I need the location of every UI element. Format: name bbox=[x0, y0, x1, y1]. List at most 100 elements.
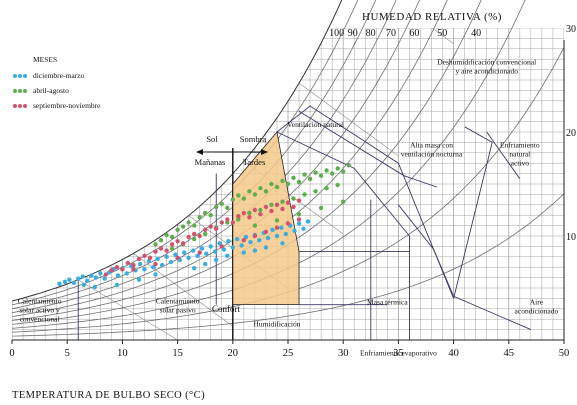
x-tick-label: 50 bbox=[559, 348, 570, 359]
point-diciembre-marzo bbox=[230, 245, 235, 250]
point-septiembre-noviembre bbox=[186, 234, 191, 240]
point-septiembre-noviembre bbox=[252, 207, 258, 213]
legend-marker-diciembre-marzo bbox=[13, 74, 17, 78]
point-diciembre-marzo bbox=[203, 261, 208, 267]
point-diciembre-marzo bbox=[235, 236, 240, 242]
y-tick-label: 30 bbox=[566, 24, 576, 35]
zone-label-calentamiento-solar-pasivo: Calentamiento solar pasivo bbox=[156, 297, 200, 315]
point-septiembre-noviembre bbox=[197, 250, 202, 255]
y-tick-label: 10 bbox=[566, 232, 576, 243]
point-septiembre-noviembre bbox=[109, 268, 114, 273]
comfort-zone-label: Confort bbox=[212, 304, 240, 314]
point-diciembre-marzo bbox=[226, 239, 231, 244]
point-septiembre-noviembre bbox=[136, 256, 142, 262]
point-abril-agosto bbox=[192, 223, 197, 228]
point-diciembre-marzo bbox=[102, 276, 107, 281]
point-septiembre-noviembre bbox=[274, 202, 280, 207]
point-diciembre-marzo bbox=[115, 273, 121, 278]
point-diciembre-marzo bbox=[71, 280, 77, 285]
rh-label: 90 bbox=[348, 28, 358, 39]
point-diciembre-marzo bbox=[208, 244, 213, 249]
x-tick-label: 30 bbox=[338, 348, 349, 359]
point-diciembre-marzo bbox=[301, 226, 306, 231]
point-diciembre-marzo bbox=[81, 282, 87, 288]
mornings-label: Mañanas bbox=[195, 157, 226, 167]
point-abril-agosto bbox=[341, 169, 346, 174]
rh-label: 100 bbox=[329, 28, 344, 39]
point-diciembre-marzo bbox=[98, 271, 103, 276]
point-abril-agosto bbox=[285, 181, 291, 187]
point-abril-agosto bbox=[263, 189, 269, 194]
point-abril-agosto bbox=[203, 231, 208, 237]
x-axis-title: TEMPERATURA DE BULBO SECO (°C) bbox=[12, 390, 205, 401]
point-septiembre-noviembre bbox=[147, 255, 153, 260]
point-diciembre-marzo bbox=[192, 266, 197, 271]
point-septiembre-noviembre bbox=[258, 212, 263, 217]
zone-label-enfriamiento-evaporativo: Enfriamiento evaporativo bbox=[360, 349, 437, 358]
point-abril-agosto bbox=[346, 163, 351, 168]
point-septiembre-noviembre bbox=[103, 272, 109, 277]
zone-boundary bbox=[276, 105, 455, 299]
point-septiembre-noviembre bbox=[252, 233, 258, 239]
rh-label: 40 bbox=[471, 28, 481, 39]
point-septiembre-noviembre bbox=[192, 231, 197, 237]
point-diciembre-marzo bbox=[274, 233, 280, 239]
point-abril-agosto bbox=[296, 179, 302, 185]
x-tick-label: 20 bbox=[228, 348, 239, 359]
rh-label: 70 bbox=[386, 28, 396, 39]
point-abril-agosto bbox=[252, 223, 258, 228]
sun-arrow-head bbox=[196, 149, 203, 155]
zone-boundary bbox=[398, 204, 532, 331]
point-diciembre-marzo bbox=[93, 275, 99, 280]
point-diciembre-marzo bbox=[280, 241, 285, 246]
point-diciembre-marzo bbox=[76, 276, 81, 281]
point-abril-agosto bbox=[192, 236, 197, 242]
point-diciembre-marzo bbox=[153, 272, 158, 277]
shade-arrow-head bbox=[261, 149, 268, 155]
x-tick-label: 5 bbox=[65, 348, 70, 359]
rh-curve-80 bbox=[11, 0, 377, 310]
x-tick-label: 10 bbox=[117, 348, 128, 359]
point-abril-agosto bbox=[169, 234, 175, 240]
point-septiembre-noviembre bbox=[214, 226, 219, 231]
rh-label: 50 bbox=[437, 28, 447, 39]
point-diciembre-marzo bbox=[164, 254, 169, 259]
sun-shade-indicator: Sol Sombra Mañanas Tardes bbox=[195, 134, 268, 167]
point-diciembre-marzo bbox=[151, 265, 156, 270]
point-diciembre-marzo bbox=[62, 279, 68, 284]
point-septiembre-noviembre bbox=[247, 215, 252, 220]
point-abril-agosto bbox=[313, 170, 318, 175]
point-abril-agosto bbox=[169, 246, 175, 251]
chart-axes: 100 90 80 70 60 50 40 0 5 10 15 20 25 30 35 40 45 50 10 20 3… bbox=[9, 24, 576, 359]
point-septiembre-noviembre bbox=[208, 224, 213, 229]
point-septiembre-noviembre bbox=[291, 204, 296, 210]
point-diciembre-marzo bbox=[305, 219, 311, 224]
rh-curve-10 bbox=[11, 193, 565, 337]
point-septiembre-noviembre bbox=[120, 267, 125, 272]
top-axis-title: HUMEDAD RELATIVA (%) bbox=[362, 11, 502, 23]
point-diciembre-marzo bbox=[182, 250, 187, 255]
point-septiembre-noviembre bbox=[175, 255, 180, 260]
point-septiembre-noviembre bbox=[197, 233, 202, 239]
wet-bulb-line bbox=[133, 253, 233, 327]
point-diciembre-marzo bbox=[252, 248, 258, 253]
shade-label: Sombra bbox=[240, 134, 267, 144]
point-abril-agosto bbox=[274, 218, 280, 223]
point-diciembre-marzo bbox=[212, 249, 218, 254]
point-abril-agosto bbox=[247, 210, 252, 216]
point-septiembre-noviembre bbox=[274, 225, 280, 230]
rh-curve-50 bbox=[11, 0, 448, 321]
point-abril-agosto bbox=[258, 186, 263, 191]
point-diciembre-marzo bbox=[186, 255, 191, 260]
legend-marker-abril-agosto bbox=[13, 89, 17, 93]
point-septiembre-noviembre bbox=[219, 244, 224, 249]
point-diciembre-marzo bbox=[214, 257, 219, 263]
point-diciembre-marzo bbox=[67, 277, 72, 282]
point-abril-agosto bbox=[158, 238, 164, 243]
point-diciembre-marzo bbox=[239, 243, 244, 248]
point-septiembre-noviembre bbox=[169, 242, 175, 247]
point-septiembre-noviembre bbox=[241, 210, 246, 216]
point-diciembre-marzo bbox=[225, 253, 230, 258]
point-diciembre-marzo bbox=[243, 234, 249, 240]
